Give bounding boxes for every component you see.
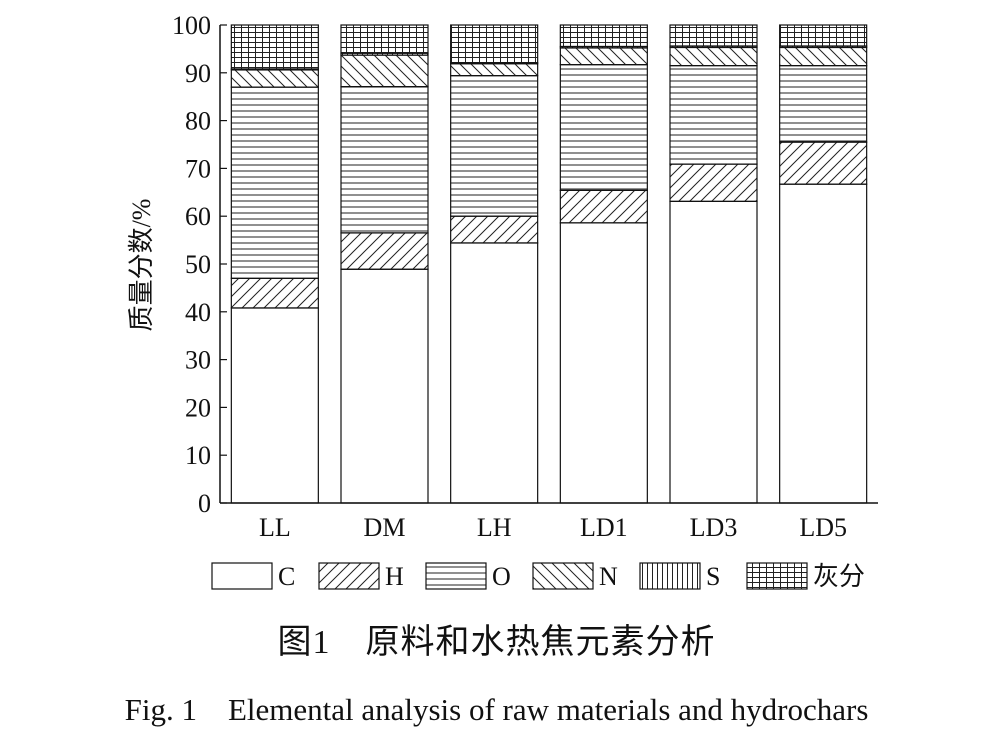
legend-swatch-4	[639, 562, 701, 590]
bar-segment-dm-5	[340, 24, 429, 54]
y-tick-label: 20	[185, 393, 211, 422]
x-tick-label: LD1	[580, 513, 628, 542]
bar-segment-ld3-0	[669, 200, 758, 504]
bar-segment-dm-2	[340, 86, 429, 234]
bar-segment-ld5-0	[779, 183, 868, 504]
bars-group: LL DM LH LD1 LD3 LD5	[230, 24, 868, 542]
bar-segment-ld3-5	[669, 24, 758, 47]
bar-segment-lh-1	[450, 215, 539, 244]
stacked-bar-chart: 质量分数/% LL DM LH LD1 LD3 LD5 0 10 20 30 40 50 60 70 80…	[127, 11, 878, 591]
bar-segment-ld3-2	[669, 65, 758, 165]
y-tick-label: 0	[198, 489, 211, 518]
y-tick-label: 80	[185, 107, 211, 136]
bar-segment-lh-3	[450, 63, 539, 77]
bar-segment-ld1-1	[559, 189, 648, 224]
x-tick-label: LH	[477, 513, 512, 542]
bar-segment-ll-5	[230, 24, 319, 70]
legend-label: C	[278, 562, 295, 591]
legend-label: H	[385, 562, 404, 591]
y-axis-label: 质量分数/%	[127, 199, 156, 332]
bar-segment-ll-1	[230, 277, 319, 309]
bar-segment-ld5-3	[779, 46, 868, 67]
bar-segment-lh-0	[450, 242, 539, 504]
bar-segment-dm-3	[340, 54, 429, 88]
y-tick-label: 30	[185, 346, 211, 375]
y-tick-label: 50	[185, 250, 211, 279]
axes-group: 0 10 20 30 40 50 60 70 80 90 100	[172, 11, 878, 518]
legend-swatch-0	[211, 562, 273, 590]
legend-label: 灰分	[813, 562, 865, 591]
legend-swatch-1	[318, 562, 380, 590]
y-tick-label: 60	[185, 202, 211, 231]
figure-caption-english: Fig. 1 Elemental analysis of raw materia…	[124, 692, 869, 727]
bar-segment-ld1-2	[559, 64, 648, 191]
y-tick-label: 40	[185, 298, 211, 327]
bar-segment-dm-0	[340, 268, 429, 504]
y-tick-label: 90	[185, 59, 211, 88]
bar-segment-ld5-5	[779, 24, 868, 47]
y-tick-label: 100	[172, 11, 211, 40]
legend-swatch-3	[532, 562, 594, 590]
x-tick-label: LD3	[690, 513, 738, 542]
legend-label: O	[492, 562, 511, 591]
legend-label: N	[599, 562, 618, 591]
legend-swatch-2	[425, 562, 487, 590]
bar-segment-ld3-1	[669, 163, 758, 202]
bar-segment-ll-3	[230, 69, 319, 88]
bar-segment-ld3-3	[669, 46, 758, 67]
bar-segment-dm-1	[340, 232, 429, 270]
legend: C H O N S 灰分	[211, 562, 865, 591]
y-tick-label: 70	[185, 154, 211, 183]
x-tick-label: LD5	[799, 513, 847, 542]
bar-segment-ld5-1	[779, 141, 868, 185]
bar-segment-lh-5	[450, 24, 539, 64]
bar-segment-ld5-2	[779, 65, 868, 143]
x-tick-label: DM	[364, 513, 406, 542]
x-tick-label: LL	[259, 513, 291, 542]
y-tick-label: 10	[185, 441, 211, 470]
bar-segment-ld1-0	[559, 222, 648, 504]
bar-segment-lh-2	[450, 75, 539, 217]
figure-caption-chinese: 图1 原料和水热焦元素分析	[277, 624, 716, 661]
legend-label: S	[706, 562, 720, 591]
legend-swatch-5	[746, 562, 808, 590]
bar-segment-ll-2	[230, 86, 319, 279]
bar-segment-ll-0	[230, 307, 319, 504]
bar-segment-ld1-5	[559, 24, 648, 48]
bar-segment-ld1-3	[559, 47, 648, 66]
